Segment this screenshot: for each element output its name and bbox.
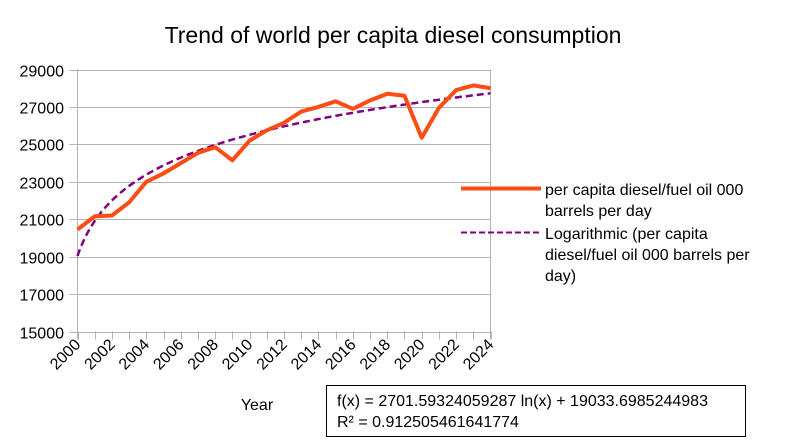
y-tick-label: 27000 xyxy=(20,101,65,118)
y-tick-label: 29000 xyxy=(20,64,65,81)
equation-box: f(x) = 2701.59324059287 ln(x) + 19033.69… xyxy=(326,385,746,437)
trendline-path xyxy=(76,92,491,257)
legend-label: day) xyxy=(545,268,576,285)
y-tick-label: 19000 xyxy=(20,251,65,268)
trendline xyxy=(76,92,491,257)
equation-box-border xyxy=(326,385,746,437)
grid xyxy=(69,69,491,340)
legend-label: barrels per day xyxy=(545,203,652,220)
y-axis: 15000 17000 19000 21000 23000 25000 27000 29000 xyxy=(20,64,65,343)
y-tick-label: 25000 xyxy=(20,138,65,155)
chart-title: Trend of world per capita diesel consump… xyxy=(165,22,622,48)
y-tick-label: 21000 xyxy=(20,213,65,230)
x-axis-label: Year xyxy=(241,397,274,414)
trendline-r-squared: R² = 0.912505461641774 xyxy=(337,414,519,431)
data-series xyxy=(76,83,491,232)
legend-label: diesel/fuel oil 000 barrels per xyxy=(545,247,750,264)
y-tick-label: 17000 xyxy=(20,288,65,305)
trendline-equation: f(x) = 2701.59324059287 ln(x) + 19033.69… xyxy=(337,393,708,410)
legend-label: Logarithmic (per capita xyxy=(545,226,708,243)
y-tick-label: 23000 xyxy=(20,176,65,193)
legend: per capita diesel/fuel oil 000 barrels pe… xyxy=(461,182,750,285)
legend-label: per capita diesel/fuel oil 000 xyxy=(545,182,743,199)
y-tick-label: 15000 xyxy=(20,326,65,343)
